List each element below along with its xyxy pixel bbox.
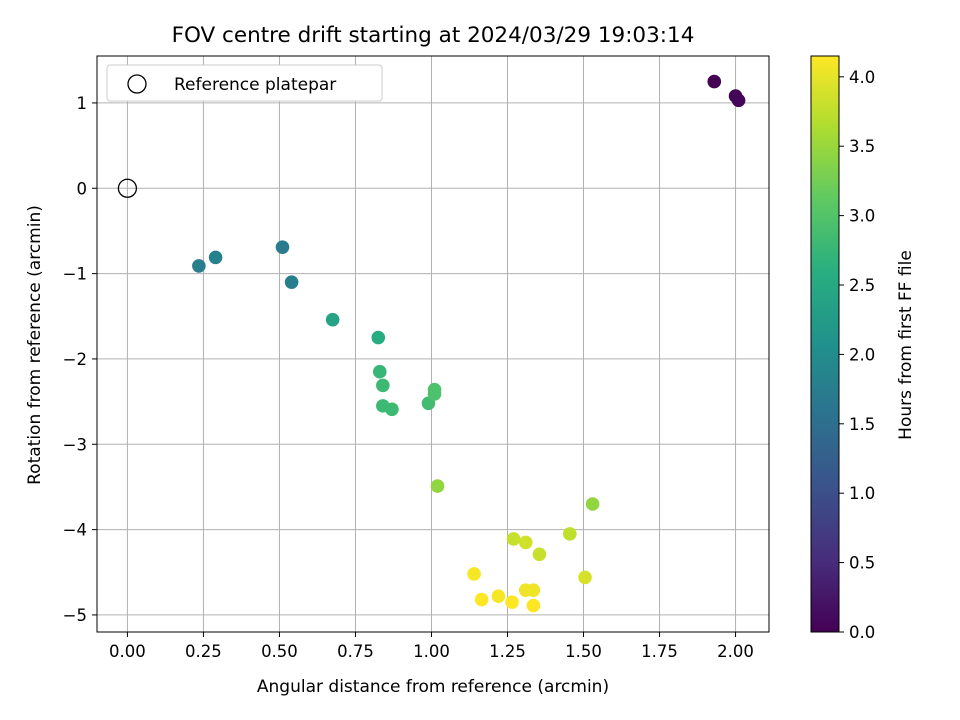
x-axis-ticks: 0.00 0.25 0.50 0.75 1.00 1.25 1.50 1.75 2.00: [109, 632, 754, 661]
x-tick-label: 1.75: [641, 642, 678, 661]
data-point: [585, 497, 600, 511]
data-point: [526, 598, 541, 613]
data-point: [208, 250, 223, 265]
data-point: [385, 402, 399, 417]
legend-box: [106, 64, 383, 102]
colorbar-tick-label: 3.0: [849, 207, 875, 226]
data-point: [474, 592, 489, 607]
data-point: [427, 387, 442, 401]
x-axis-label: Angular distance from reference (arcmin): [257, 677, 609, 697]
colorbar-tick-label: 4.0: [849, 68, 875, 87]
y-tick-label: −4: [63, 521, 87, 540]
colorbar: 0.0 0.5 1.0 1.5 2.0 2.5 3.0 3.5 4.0 Hours from f…: [810, 55, 916, 642]
colorbar-tick-label: 0.5: [849, 554, 875, 573]
chart-title: FOV centre drift starting at 2024/03/29 …: [172, 23, 695, 48]
y-axis-label: Rotation from reference (arcmin): [25, 205, 45, 485]
x-tick-label: 1.00: [413, 642, 450, 661]
data-point: [532, 547, 547, 562]
x-tick-label: 0.75: [337, 642, 374, 661]
colorbar-tick-label: 0.0: [849, 623, 875, 642]
data-point: [506, 532, 521, 546]
y-axis-ticks: 1 0 −1 −2 −3 −4 −5: [63, 94, 97, 625]
data-point: [275, 240, 290, 254]
data-point: [325, 312, 340, 327]
colorbar-label: Hours from first FF file: [896, 250, 916, 440]
data-point: [372, 364, 387, 379]
colorbar-tick-label: 1.0: [849, 484, 875, 503]
data-point: [731, 93, 746, 108]
legend: Reference platepar: [106, 64, 383, 102]
reference-point: [117, 178, 138, 198]
axes-frame: [96, 55, 770, 633]
y-tick-label: −5: [63, 606, 87, 625]
x-tick-label: 0.00: [109, 642, 146, 661]
data-point: [376, 378, 390, 393]
data-point: [578, 570, 592, 585]
colorbar-tick-label: 2.5: [849, 276, 875, 295]
x-tick-label: 1.50: [565, 642, 602, 661]
data-point: [518, 535, 533, 550]
data-point: [505, 595, 519, 609]
data-point: [707, 74, 722, 89]
data-point: [371, 330, 386, 345]
y-tick-label: −2: [63, 350, 87, 369]
data-point: [563, 527, 577, 541]
x-tick-label: 0.25: [185, 642, 222, 661]
colorbar-gradient: [810, 55, 840, 633]
data-point: [526, 583, 541, 597]
y-tick-label: 1: [77, 94, 88, 113]
colorbar-tick-label: 1.5: [849, 415, 875, 434]
legend-entry-label: Reference platepar: [174, 75, 336, 95]
colorbar-tick-label: 3.5: [849, 137, 875, 156]
x-tick-label: 2.00: [717, 642, 754, 661]
colorbar-ticks: 0.0 0.5 1.0 1.5 2.0 2.5 3.0 3.5 4.0: [839, 68, 875, 642]
grid: [97, 56, 769, 632]
data-point: [467, 567, 481, 581]
data-point: [430, 479, 445, 493]
data-points: [192, 74, 746, 613]
x-tick-label: 0.50: [261, 642, 298, 661]
y-tick-label: −3: [63, 435, 87, 454]
y-tick-label: 0: [77, 179, 88, 198]
colorbar-tick-label: 2.0: [849, 345, 875, 364]
data-point: [192, 259, 206, 273]
data-point: [491, 589, 506, 603]
y-tick-label: −1: [63, 265, 87, 284]
legend-marker-icon: [127, 74, 147, 94]
data-point: [284, 275, 299, 289]
x-tick-label: 1.25: [489, 642, 526, 661]
